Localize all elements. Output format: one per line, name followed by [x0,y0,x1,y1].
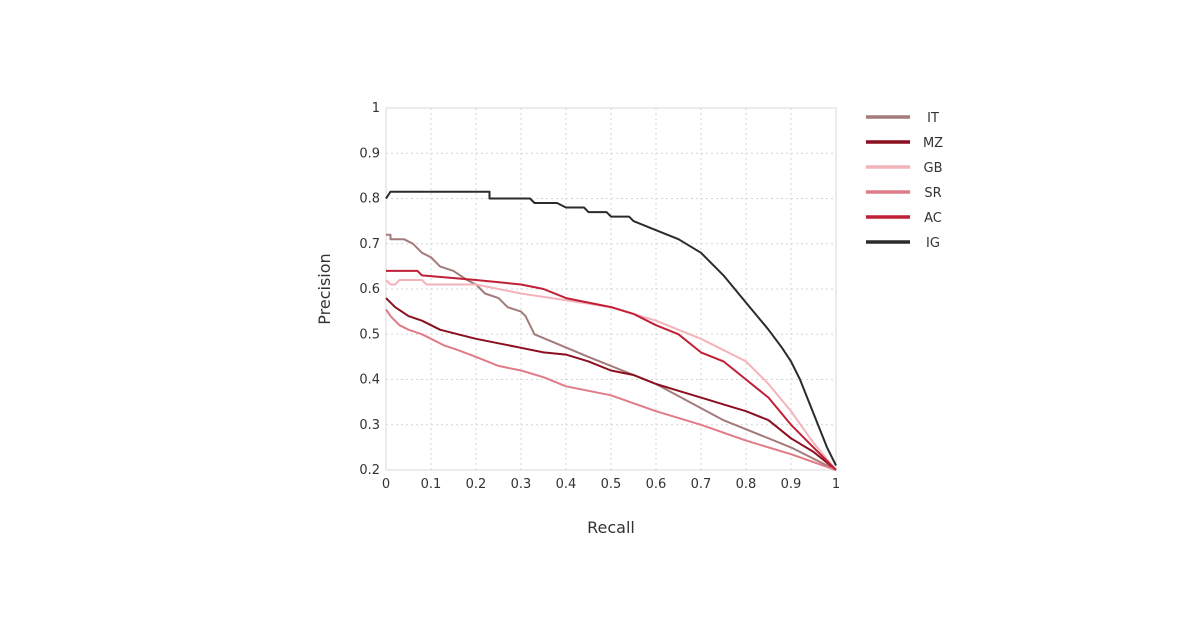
x-tick-label: 0 [382,477,390,492]
series-layer [385,190,837,471]
x-tick-label: 0.5 [601,477,622,492]
x-tick-label: 0.6 [646,477,667,492]
x-tick-labels: 0 0.1 0.2 0.3 0.4 0.5 0.6 0.7 0.8 0.9 1 [382,477,840,492]
series-line-it [386,233,837,471]
y-tick-label: 0.3 [359,418,380,433]
legend-label-gb: GB [924,161,943,176]
series-line-ig [385,190,837,466]
x-tick-label: 0.7 [691,477,712,492]
x-tick-label: 0.9 [781,477,802,492]
y-tick-label: 0.7 [359,237,380,252]
series-line-mz [385,297,837,471]
series-line-gb [385,279,837,471]
grid-lines [386,108,836,470]
legend-label-sr: SR [924,186,941,201]
y-tick-label: 0.9 [359,146,380,161]
legend-label-ac: AC [924,211,942,226]
y-tick-label: 1 [372,101,380,116]
y-tick-label: 0.5 [359,327,380,342]
x-tick-label: 0.2 [466,477,487,492]
x-tick-label: 0.1 [421,477,442,492]
x-tick-label: 0.4 [556,477,577,492]
legend-label-it: IT [927,111,939,126]
x-axis-title: Recall [587,518,635,537]
y-tick-label: 0.6 [359,282,380,297]
x-tick-label: 0.8 [736,477,757,492]
y-tick-label: 0.8 [359,192,380,207]
y-axis-title: Precision [315,253,334,324]
series-line-sr [385,308,837,471]
legend: IT MZ GB SR AC IG [866,111,943,251]
legend-label-mz: MZ [923,136,943,151]
y-tick-labels: 0.2 0.3 0.4 0.5 0.6 0.7 0.8 0.9 1 [359,101,380,478]
x-tick-label: 1 [832,477,840,492]
series-line-ac [386,269,837,471]
y-tick-label: 0.2 [359,463,380,478]
x-tick-label: 0.3 [511,477,532,492]
y-tick-label: 0.4 [359,373,380,388]
legend-label-ig: IG [926,236,940,251]
